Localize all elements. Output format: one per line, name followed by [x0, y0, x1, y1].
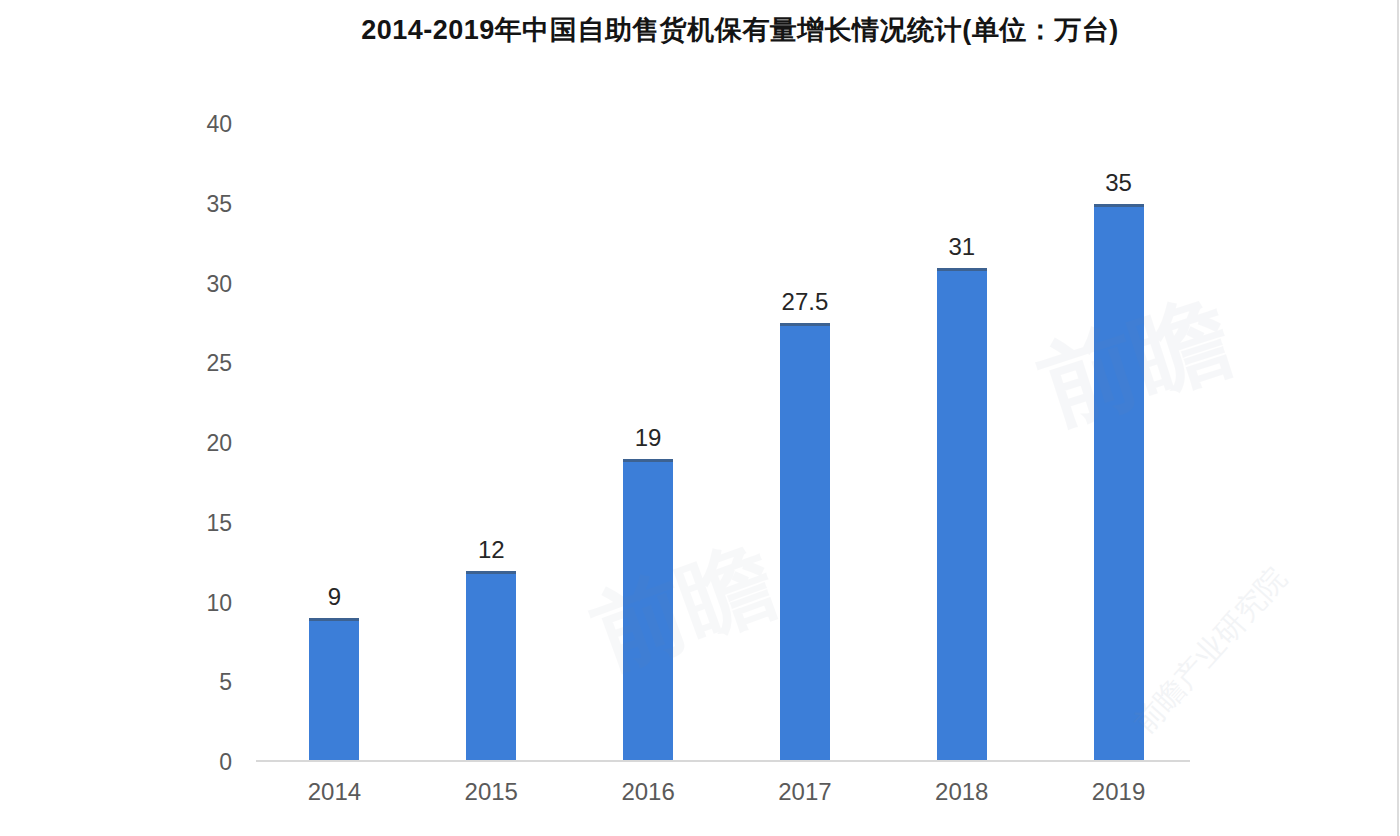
bar-column: 27.52017 — [726, 124, 883, 762]
bar-value-label: 12 — [478, 537, 505, 563]
bar-value-label: 9 — [328, 584, 341, 610]
y-tick-label: 5 — [219, 668, 232, 696]
y-tick-label: 10 — [206, 589, 232, 617]
x-tick-label: 2016 — [570, 778, 727, 806]
x-tick-label: 2019 — [1040, 778, 1197, 806]
chart-canvas: 2014-2019年中国自助售货机保有量增长情况统计(单位：万台) 0 5 10 15… — [0, 0, 1400, 836]
y-tick-label: 25 — [206, 349, 232, 377]
x-axis-line — [256, 760, 1190, 762]
x-tick-label: 2014 — [256, 778, 413, 806]
chart-title: 2014-2019年中国自助售货机保有量增长情况统计(单位：万台) — [90, 12, 1390, 48]
bar-column: 192016 — [570, 124, 727, 762]
bar-value-label: 31 — [948, 234, 975, 260]
x-tick-label: 2018 — [883, 778, 1040, 806]
bar-value-label: 27.5 — [782, 289, 829, 315]
y-tick-label: 35 — [206, 190, 232, 218]
y-axis: 0510152025303540 — [0, 124, 232, 762]
y-tick-label: 20 — [206, 429, 232, 457]
y-tick-label: 0 — [219, 748, 232, 776]
y-tick-label: 40 — [206, 110, 232, 138]
bar-column: 352019 — [1040, 124, 1197, 762]
x-tick-label: 2017 — [726, 778, 883, 806]
bar-value-label: 35 — [1105, 170, 1132, 196]
bar — [623, 459, 673, 762]
bar — [466, 571, 516, 762]
bar — [780, 323, 830, 762]
bar — [937, 268, 987, 762]
bar-column: 92014 — [256, 124, 413, 762]
bar — [309, 618, 359, 762]
bar — [1094, 204, 1144, 762]
y-tick-label: 15 — [206, 509, 232, 537]
x-tick-label: 2015 — [413, 778, 570, 806]
bar-value-label: 19 — [635, 425, 662, 451]
plot-area: 9201412201519201627.52017312018352019 — [256, 124, 1197, 762]
bar-column: 122015 — [413, 124, 570, 762]
page-edge-line — [1397, 0, 1399, 836]
bar-column: 312018 — [883, 124, 1040, 762]
y-tick-label: 30 — [206, 270, 232, 298]
